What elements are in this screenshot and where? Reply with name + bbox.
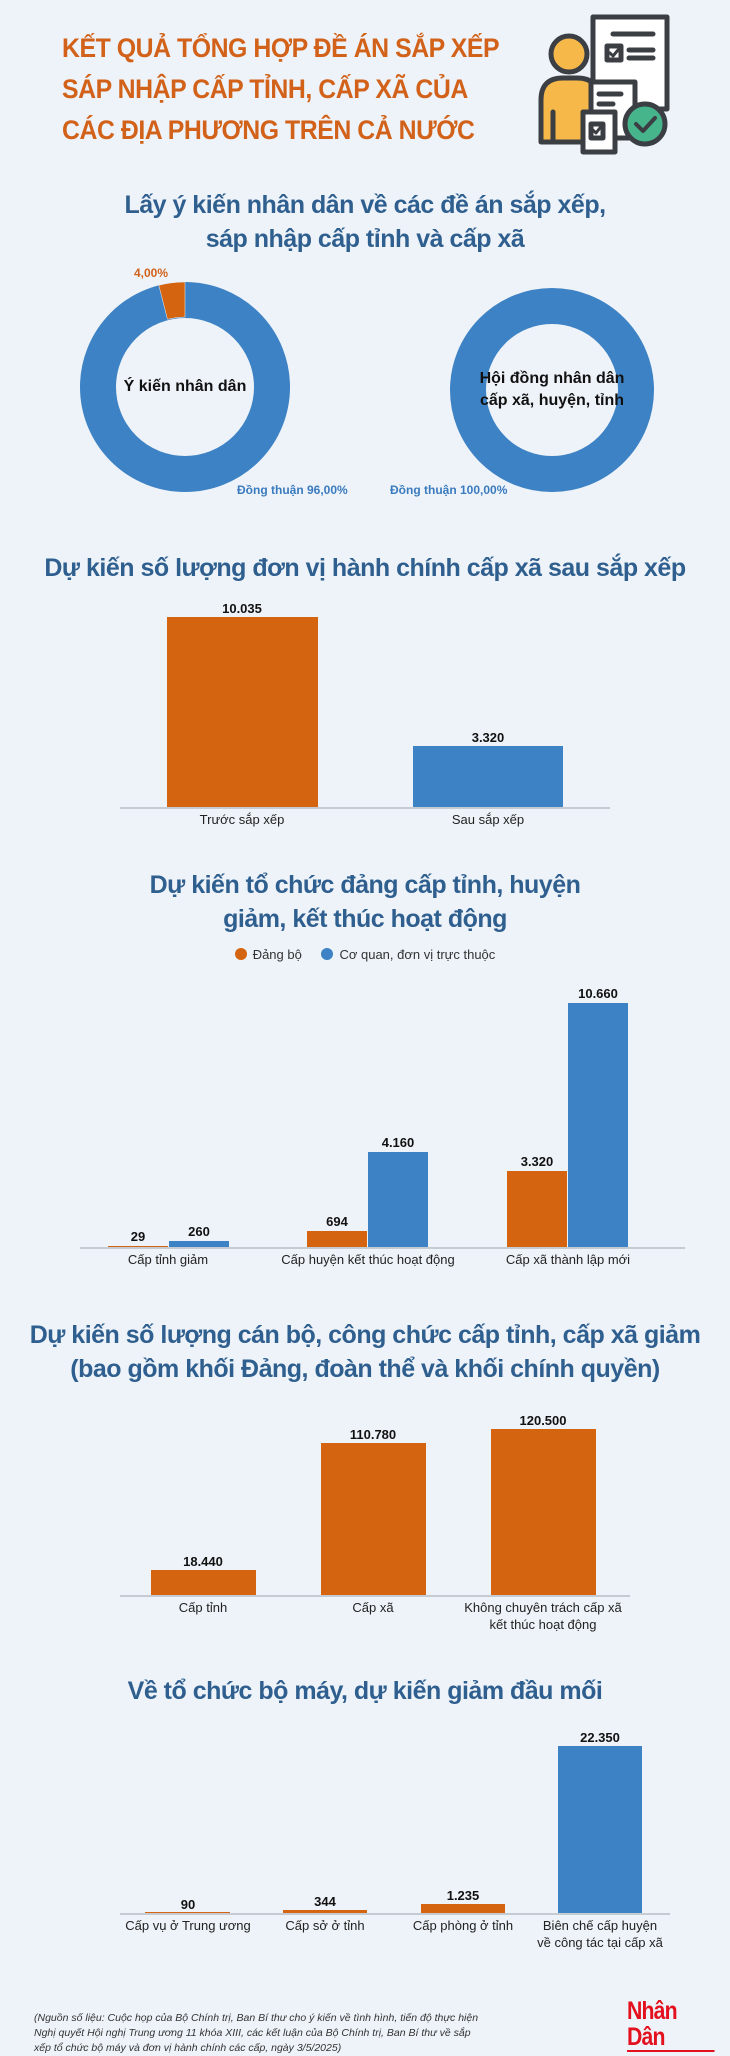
section4-title-line: (bao gồm khối Đảng, đoàn thể và khối chí…: [70, 1355, 660, 1383]
legend-item-agencies: Cơ quan, đơn vị trực thuộc: [321, 947, 495, 962]
bar-before: [167, 617, 318, 808]
section5-title: Về tổ chức bộ máy, dự kiến giảm đầu mối: [127, 1677, 603, 1705]
x-axis: [120, 1595, 630, 1597]
bar-part-time-staff: [491, 1429, 596, 1595]
donut1-major-label: Đồng thuận 96,00%: [237, 483, 348, 497]
bar-party-commune: [507, 1171, 567, 1247]
section4-title-line: Dự kiến số lượng cán bộ, công chức cấp t…: [29, 1321, 701, 1349]
legend-dot-orange: [234, 948, 247, 960]
source-line: (Nguồn số liệu: Cuộc họp của Bộ Chính tr…: [34, 2012, 479, 2024]
nhan-dan-logo: Nhân Dân: [627, 1998, 715, 2052]
bar-value: 3.320: [471, 730, 505, 745]
category-label: Biên chế cấp huyện về công tác tại cấp x…: [500, 1917, 700, 1951]
bar-value: 1.235: [446, 1888, 480, 1903]
bar-value: 10.035: [222, 601, 262, 616]
category-label-line: Cấp phòng ở tỉnh: [412, 1918, 514, 1933]
bar-value: 18.440: [183, 1554, 223, 1569]
section2-title: Dự kiến số lượng đơn vị hành chính cấp x…: [44, 554, 686, 582]
donut2-major-label: Đồng thuận 100,00%: [390, 483, 508, 497]
bar-value: 29: [130, 1229, 146, 1244]
bar-party-province: [108, 1246, 168, 1247]
section1-title: Lấy ý kiến nhân dân về các đề án sắp xếp…: [0, 188, 730, 256]
bar-central-departments: [145, 1912, 230, 1913]
section1-title-line: Lấy ý kiến nhân dân về các đề án sắp xếp…: [124, 191, 606, 219]
section4-title: Dự kiến số lượng cán bộ, công chức cấp t…: [0, 1318, 730, 1386]
category-label: Không chuyên trách cấp xã kết thúc hoạt …: [443, 1599, 643, 1633]
category-label-line: Cấp vụ ở Trung ương: [125, 1918, 251, 1933]
main-title-line: KẾT QUẢ TỔNG HỢP ĐỀ ÁN SẮP XẾP: [62, 33, 500, 63]
donut-slice-minor: [158, 282, 186, 320]
bar-agencies-province: [169, 1241, 229, 1247]
bar-value: 260: [188, 1224, 210, 1239]
source-line: xếp tổ chức bộ máy và đơn vị hành chính …: [34, 2042, 342, 2054]
donut1-center-label: Ý kiến nhân dân: [123, 378, 247, 395]
bar-party-district: [307, 1231, 367, 1247]
category-label: Cấp tỉnh giảm: [127, 1252, 209, 1267]
bar-provincial-offices: [421, 1904, 505, 1913]
x-axis: [120, 1913, 670, 1915]
category-label-line: Biên chế cấp huyện: [542, 1918, 658, 1933]
legend-item-party: Đảng bộ: [234, 947, 302, 962]
bar-value: 120.500: [519, 1413, 567, 1428]
category-label-line: Cấp tỉnh: [178, 1600, 228, 1615]
bar-after: [413, 746, 563, 808]
donut2-center-label: Hội đồng nhân dân cấp xã, huyện, tỉnh: [472, 368, 632, 412]
x-axis: [80, 1247, 685, 1249]
main-title-line: CÁC ĐỊA PHƯƠNG TRÊN CẢ NƯỚC: [62, 115, 475, 145]
category-label-line: Không chuyên trách cấp xã: [464, 1600, 622, 1615]
source-line: Nghị quyết Hội nghị Trung ương 11 khóa X…: [34, 2027, 471, 2039]
donut1-minor-label: 4,00%: [134, 266, 169, 280]
category-label: Cấp huyện kết thúc hoạt động: [281, 1252, 455, 1267]
donut-chart-council: [450, 288, 654, 492]
category-label: Sau sắp xếp: [451, 812, 525, 827]
main-title: KẾT QUẢ TỔNG HỢP ĐỀ ÁN SẮP XẾP SÁP NHẬP …: [62, 28, 500, 151]
section3-title-line: giảm, kết thúc hoạt động: [223, 905, 507, 933]
section3-title-line: Dự kiến tổ chức đảng cấp tỉnh, huyện: [149, 871, 581, 899]
category-label-line: Cấp xã: [352, 1600, 394, 1615]
category-label-line: Cấp sở ở tỉnh: [285, 1918, 365, 1933]
bar-agencies-district: [368, 1152, 428, 1247]
legend-dot-blue: [321, 948, 334, 960]
section3-title: Dự kiến tổ chức đảng cấp tỉnh, huyện giả…: [0, 868, 730, 936]
donut-chart-public-opinion: [80, 282, 290, 492]
bar-value: 4.160: [381, 1135, 415, 1150]
person-with-checklist-documents-icon: [538, 14, 670, 155]
category-label-line: về công tác tại cấp xã: [537, 1935, 663, 1950]
source-note: (Nguồn số liệu: Cuộc họp của Bộ Chính tr…: [34, 2011, 494, 2056]
category-label: Cấp xã thành lập mới: [505, 1252, 631, 1267]
bar-value: 344: [314, 1894, 336, 1909]
legend: Đảng bộ Cơ quan, đơn vị trực thuộc: [0, 947, 730, 962]
bar-commune-staff: [321, 1443, 426, 1595]
section1-title-line: sáp nhập cấp tỉnh và cấp xã: [205, 225, 525, 253]
donut2-center-line: Hội đồng nhân dân: [479, 370, 625, 387]
bar-province-staff: [151, 1570, 256, 1595]
bar-value: 22.350: [580, 1730, 620, 1745]
category-label: Cấp phòng ở tỉnh: [363, 1917, 563, 1934]
category-label-line: kết thúc hoạt động: [489, 1617, 597, 1632]
category-label: Cấp sở ở tỉnh: [225, 1917, 425, 1934]
bar-value: 90: [180, 1897, 196, 1912]
category-label: Cấp tỉnh: [103, 1599, 303, 1616]
main-title-line: SÁP NHẬP CẤP TỈNH, CẤP XÃ CỦA: [62, 74, 468, 104]
category-label: Cấp vụ ở Trung ương: [88, 1917, 288, 1934]
bar-agencies-commune: [568, 1003, 628, 1247]
legend-label: Cơ quan, đơn vị trực thuộc: [339, 947, 496, 962]
category-label: Trước sắp xếp: [199, 812, 285, 827]
legend-label: Đảng bộ: [252, 947, 302, 962]
category-label: Cấp xã: [273, 1599, 473, 1616]
bar-value: 694: [326, 1214, 348, 1229]
x-axis: [120, 807, 610, 809]
bar-value: 110.780: [349, 1427, 397, 1442]
donut2-center-line: cấp xã, huyện, tỉnh: [479, 392, 625, 409]
bar-provincial-departments: [283, 1910, 367, 1913]
bar-value: 3.320: [520, 1154, 554, 1169]
bar-value: 10.660: [578, 986, 618, 1001]
bar-district-staff: [558, 1746, 642, 1913]
